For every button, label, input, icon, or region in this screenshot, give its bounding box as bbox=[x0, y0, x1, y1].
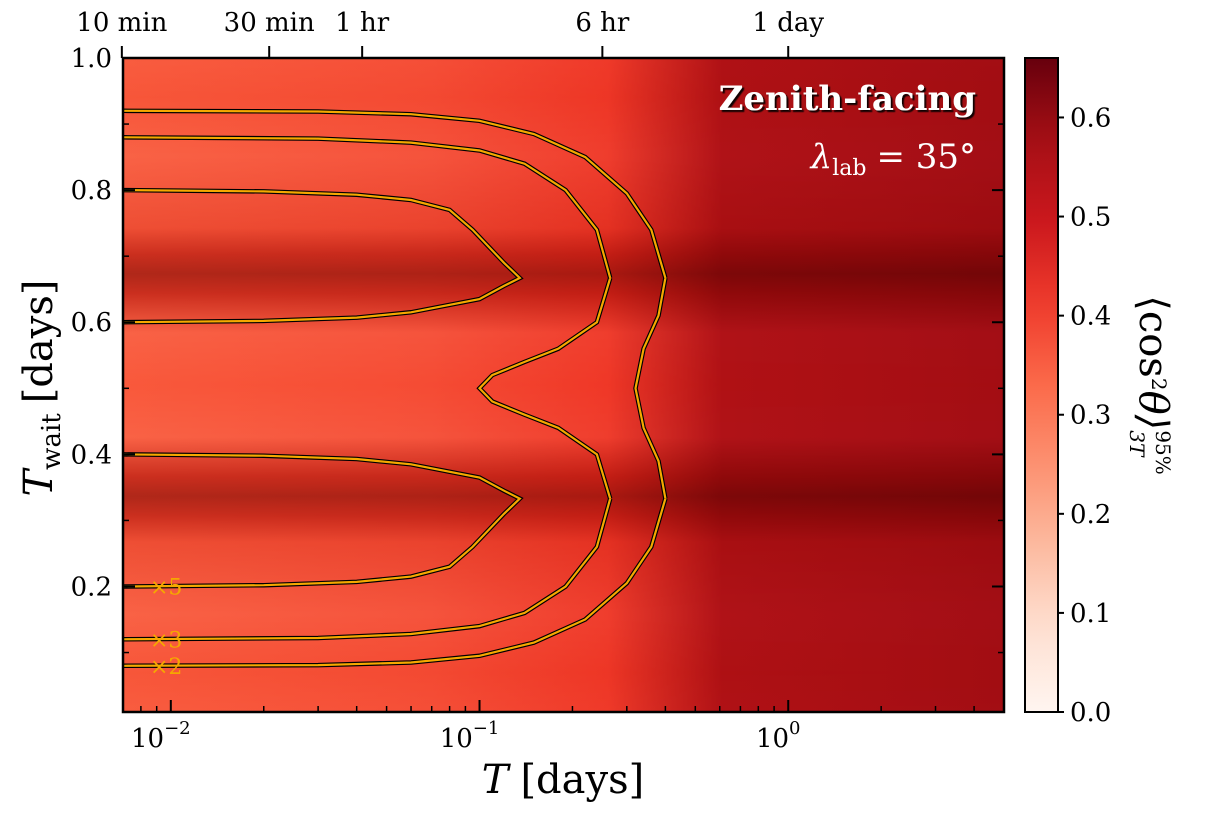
y-tick-label: 0.8 bbox=[71, 176, 112, 206]
annotation-latitude: λlab = 35° bbox=[809, 137, 976, 181]
colorbar-label-main: ⟨cos bbox=[1130, 295, 1176, 378]
lambda-symbol: λ bbox=[809, 137, 833, 177]
colorbar-ticks: 0.0 0.1 0.2 0.3 0.4 0.5 0.6 bbox=[1058, 103, 1111, 728]
colorbar-label: ⟨cos2θ⟩3T 95% bbox=[1125, 295, 1176, 475]
contour-line bbox=[123, 453, 522, 588]
x-tick-exponent: −2 bbox=[164, 718, 191, 739]
y-axis-subscript: wait bbox=[37, 413, 67, 470]
y-tick-label: 1.0 bbox=[71, 44, 112, 74]
axis-ticks bbox=[120, 46, 1004, 712]
top-tick-label: 30 min bbox=[224, 8, 315, 38]
x-tick-label: 10−1 bbox=[440, 718, 500, 754]
colorbar-tick-label: 0.2 bbox=[1070, 500, 1111, 530]
x-axis-title: T [days] bbox=[482, 757, 644, 803]
colorbar-tick-label: 0.6 bbox=[1070, 103, 1111, 133]
contour-label: ×3 bbox=[150, 628, 182, 653]
y-axis-title: Twait [days] bbox=[16, 279, 67, 496]
colorbar-label-sub: 3T bbox=[1125, 430, 1149, 458]
lambda-equals: = 35° bbox=[876, 137, 976, 177]
contour-line bbox=[123, 136, 612, 279]
colorbar-tick-label: 0.4 bbox=[1070, 302, 1111, 332]
heatmap-bands bbox=[123, 58, 1004, 712]
top-tick-label: 1 day bbox=[752, 8, 824, 38]
plot-area bbox=[123, 58, 1004, 712]
y-axis-unit: [days] bbox=[16, 279, 62, 403]
colorbar-tick-label: 0.3 bbox=[1070, 401, 1111, 431]
contour-line bbox=[123, 109, 667, 279]
colorbar-tick-label: 0.5 bbox=[1070, 203, 1111, 233]
y-axis-var: T bbox=[16, 467, 62, 497]
y-tick-label: 0.6 bbox=[71, 308, 112, 338]
colorbar: 0.0 0.1 0.2 0.3 0.4 0.5 0.6 ⟨cos2θ⟩3T 95% bbox=[1024, 57, 1176, 728]
y-tick-label: 0.4 bbox=[71, 440, 112, 470]
y-tick-label: 0.2 bbox=[71, 572, 112, 602]
x-axis-unit: [days] bbox=[520, 757, 644, 803]
contour-label: ×5 bbox=[150, 576, 182, 601]
colorbar-tick-label: 0.1 bbox=[1070, 599, 1111, 629]
colorbar-label-sup: 2 bbox=[1147, 378, 1171, 391]
top-tick-label: 1 hr bbox=[335, 8, 390, 38]
contour-labels: ×2×3 ×5 bbox=[150, 576, 182, 680]
contour-line bbox=[123, 189, 522, 324]
contour-label: ×2 bbox=[150, 655, 182, 680]
contour-line bbox=[123, 498, 667, 667]
axis-tick-labels: 0.2 0.4 0.6 0.8 1.0 10−2 10−1 100 10 min 30 min 1 … bbox=[71, 8, 825, 754]
colorbar-frame bbox=[1024, 57, 1059, 713]
x-tick-exponent: −1 bbox=[473, 718, 500, 739]
top-tick-label: 6 hr bbox=[575, 8, 630, 38]
x-tick-label: 100 bbox=[756, 718, 801, 754]
contour-line bbox=[123, 498, 612, 641]
colorbar-label-theta: θ⟩ bbox=[1130, 391, 1176, 431]
colorbar-label-sup2: 95% bbox=[1151, 430, 1175, 474]
contour-lines bbox=[123, 108, 668, 669]
annotation-title: Zenith-facing bbox=[719, 79, 976, 119]
lambda-subscript: lab bbox=[832, 156, 866, 181]
x-tick-label: 10−2 bbox=[131, 718, 191, 754]
plot-frame bbox=[121, 56, 1006, 714]
x-tick-exponent: 0 bbox=[789, 718, 800, 739]
contour-line bbox=[477, 277, 612, 499]
x-axis-var: T bbox=[482, 757, 512, 803]
colorbar-tick-label: 0.0 bbox=[1070, 698, 1111, 728]
colorbar-fill bbox=[1025, 58, 1058, 712]
top-tick-label: 10 min bbox=[76, 8, 167, 38]
contour-line bbox=[634, 277, 667, 499]
